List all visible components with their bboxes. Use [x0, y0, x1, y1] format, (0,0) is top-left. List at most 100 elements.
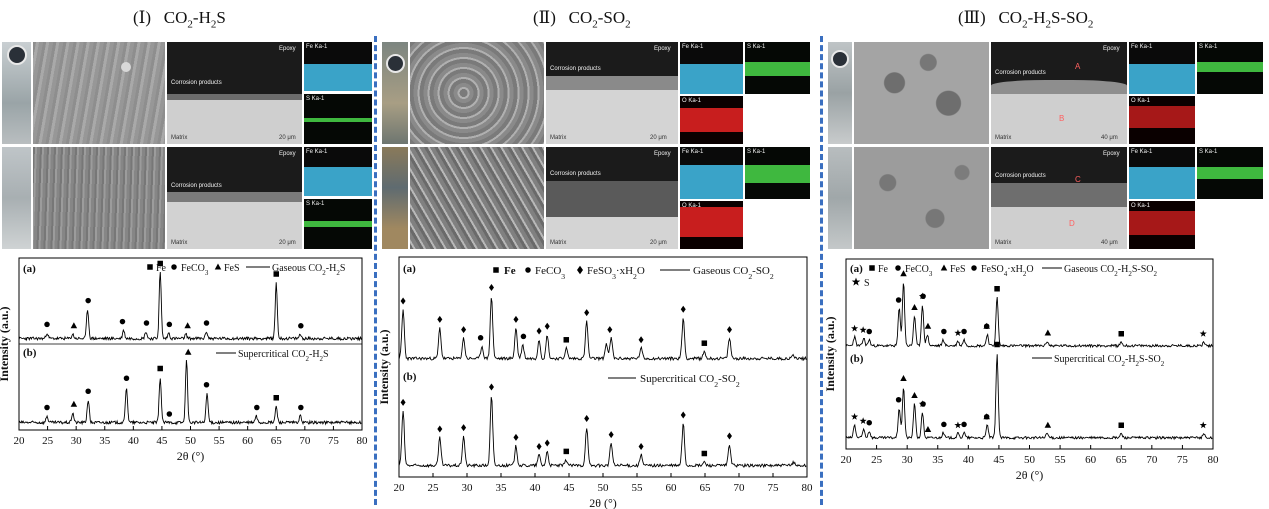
- peak-marker-diamond: [400, 398, 406, 406]
- legend-star-marker: [851, 277, 861, 286]
- x-tick-label: 30: [71, 435, 83, 447]
- photo-a1-sample: [2, 42, 31, 144]
- peak-marker-circle: [298, 323, 304, 329]
- divider-left: [374, 36, 377, 505]
- label-s-map: S Ka-1: [747, 149, 766, 155]
- x-tick-label: 75: [1177, 454, 1189, 466]
- legend-feco3: FeCO3: [181, 263, 209, 277]
- xrd-chart-co2-h2s: 20 25 30 35 40 45 50 55 60 65 70 75 80 2θ (°) Intensit…: [0, 257, 368, 463]
- sem-cross-b: Epoxy Corrosion products Matrix 20 μm: [167, 147, 302, 249]
- peak-marker-circle: [920, 401, 926, 407]
- x-axis-label: 2θ (°): [177, 449, 205, 463]
- peak-marker-diamond: [584, 415, 590, 422]
- legend-fes: FeS: [224, 263, 240, 274]
- peak-marker-diamond: [536, 443, 542, 450]
- legend-a: Fe FeCO3 FeS FeSO4·xH2O Gaseous CO2-H2S-SO2 S: [851, 264, 1158, 289]
- sem-cross-b: Epoxy Corrosion products C D Matrix 40 μ…: [991, 147, 1127, 249]
- peak-marker-square: [157, 365, 163, 372]
- scale-label: 20 μm: [650, 240, 667, 246]
- x-tick-label: 70: [734, 482, 746, 494]
- x-tick-label: 40: [530, 482, 542, 494]
- peak-marker-circle: [85, 297, 91, 304]
- peak-marker-triangle: [184, 348, 192, 355]
- panel-2-title: (Ⅱ) CO2-SO2: [533, 8, 631, 31]
- peak-marker-triangle: [924, 426, 932, 432]
- peak-marker-triangle: [924, 322, 932, 329]
- legend-square-marker: [493, 267, 499, 273]
- peak-marker-star: [1199, 330, 1207, 337]
- eds-fe-map-a: Fe Ka-1: [1129, 42, 1195, 94]
- sem-surface-a: [854, 42, 989, 144]
- peak-marker-circle: [520, 333, 527, 340]
- curve-a-label: (a): [403, 263, 416, 275]
- eds-fe-map-b: Fe Ka-1: [1129, 147, 1195, 199]
- peak-marker-star: [859, 326, 867, 334]
- sem-surface-b: [410, 147, 544, 249]
- x-tick-label: 70: [299, 435, 311, 447]
- label-matrix: Matrix: [171, 135, 188, 141]
- legend-circle-marker: [525, 267, 531, 273]
- label-s-map: S Ka-1: [306, 96, 325, 102]
- label-o-map: O Ka-1: [1131, 98, 1151, 104]
- x-tick-label: 80: [1208, 454, 1220, 466]
- peak-marker-square: [563, 337, 570, 343]
- xrd-chart-co2-so2: 20 25 30 35 40 45 50 55 60 65 70 75 80 2θ (°) Intensit…: [378, 256, 813, 509]
- legend-b: Supercritical CO2-H2S-SO2: [1032, 354, 1165, 368]
- legend-fe: Fe: [504, 265, 516, 277]
- sem-surface-a: [410, 42, 544, 144]
- legend-b: Supercritical CO2-SO2: [608, 373, 740, 389]
- label-epoxy: Epoxy: [654, 151, 671, 157]
- label-matrix: Matrix: [550, 135, 567, 141]
- legend-triangle-marker: [940, 264, 948, 271]
- xrd-series-line: [845, 283, 1213, 349]
- x-axis-label: 2θ (°): [589, 496, 617, 509]
- peak-marker-circle: [866, 419, 872, 426]
- label-epoxy: Epoxy: [279, 151, 296, 157]
- peak-marker-circle: [143, 320, 150, 326]
- peak-marker-diamond: [437, 315, 443, 323]
- peak-marker-diamond: [488, 383, 494, 391]
- peak-marker-diamond: [461, 326, 467, 334]
- peak-marker-circle: [119, 318, 126, 325]
- scale-label: 20 μm: [650, 135, 667, 141]
- label-epoxy: Epoxy: [279, 46, 296, 52]
- legend-a: Fe FeCO3 FeSO3·xH2O Gaseous CO2-SO2: [493, 265, 774, 281]
- legend-circle-marker: [171, 264, 177, 270]
- label-o-map: O Ka-1: [682, 98, 702, 104]
- peak-marker-star: [1199, 421, 1207, 429]
- peak-marker-diamond: [638, 443, 644, 450]
- peak-marker-circle: [123, 375, 130, 381]
- x-tick-label: 70: [1146, 454, 1158, 466]
- peak-marker-square: [1118, 331, 1124, 337]
- label-epoxy: Epoxy: [1103, 151, 1120, 157]
- eds-o-map-a: O Ka-1: [680, 96, 743, 144]
- x-tick-label: 35: [99, 435, 111, 447]
- peak-marker-diamond: [680, 305, 686, 313]
- x-tick-label: 75: [328, 435, 340, 447]
- legend-diamond-marker: [577, 265, 583, 275]
- legend-square-marker: [147, 264, 153, 270]
- x-tick-label: 45: [564, 482, 576, 494]
- label-s-map: S Ka-1: [747, 44, 766, 50]
- y-axis-label: Intensity (a.u.): [824, 316, 837, 391]
- point-a-label: A: [1075, 62, 1081, 71]
- legend-series-a: Gaseous CO2-SO2: [693, 265, 774, 281]
- peak-marker-circle: [895, 397, 902, 403]
- x-tick-label: 60: [666, 482, 678, 494]
- peak-marker-square: [701, 340, 708, 346]
- curve-a-label: (a): [23, 263, 36, 275]
- photo-b3-sample: [828, 147, 852, 249]
- photo-a2-sample: [382, 42, 408, 144]
- label-corrosion-products: Corrosion products: [550, 66, 601, 72]
- peak-marker-circle: [477, 335, 484, 341]
- legend-feso3: FeSO3·xH2O: [587, 265, 645, 281]
- peak-marker-circle: [44, 404, 50, 411]
- label-corrosion-products: Corrosion products: [171, 80, 222, 86]
- peak-marker-diamond: [680, 411, 686, 419]
- x-tick-label: 65: [1116, 454, 1128, 466]
- x-tick-label: 30: [902, 454, 914, 466]
- label-corrosion-products: Corrosion products: [995, 70, 1046, 76]
- label-corrosion-products: Corrosion products: [995, 173, 1046, 179]
- label-fe-map: Fe Ka-1: [1131, 44, 1153, 50]
- peak-marker-star: [851, 413, 859, 420]
